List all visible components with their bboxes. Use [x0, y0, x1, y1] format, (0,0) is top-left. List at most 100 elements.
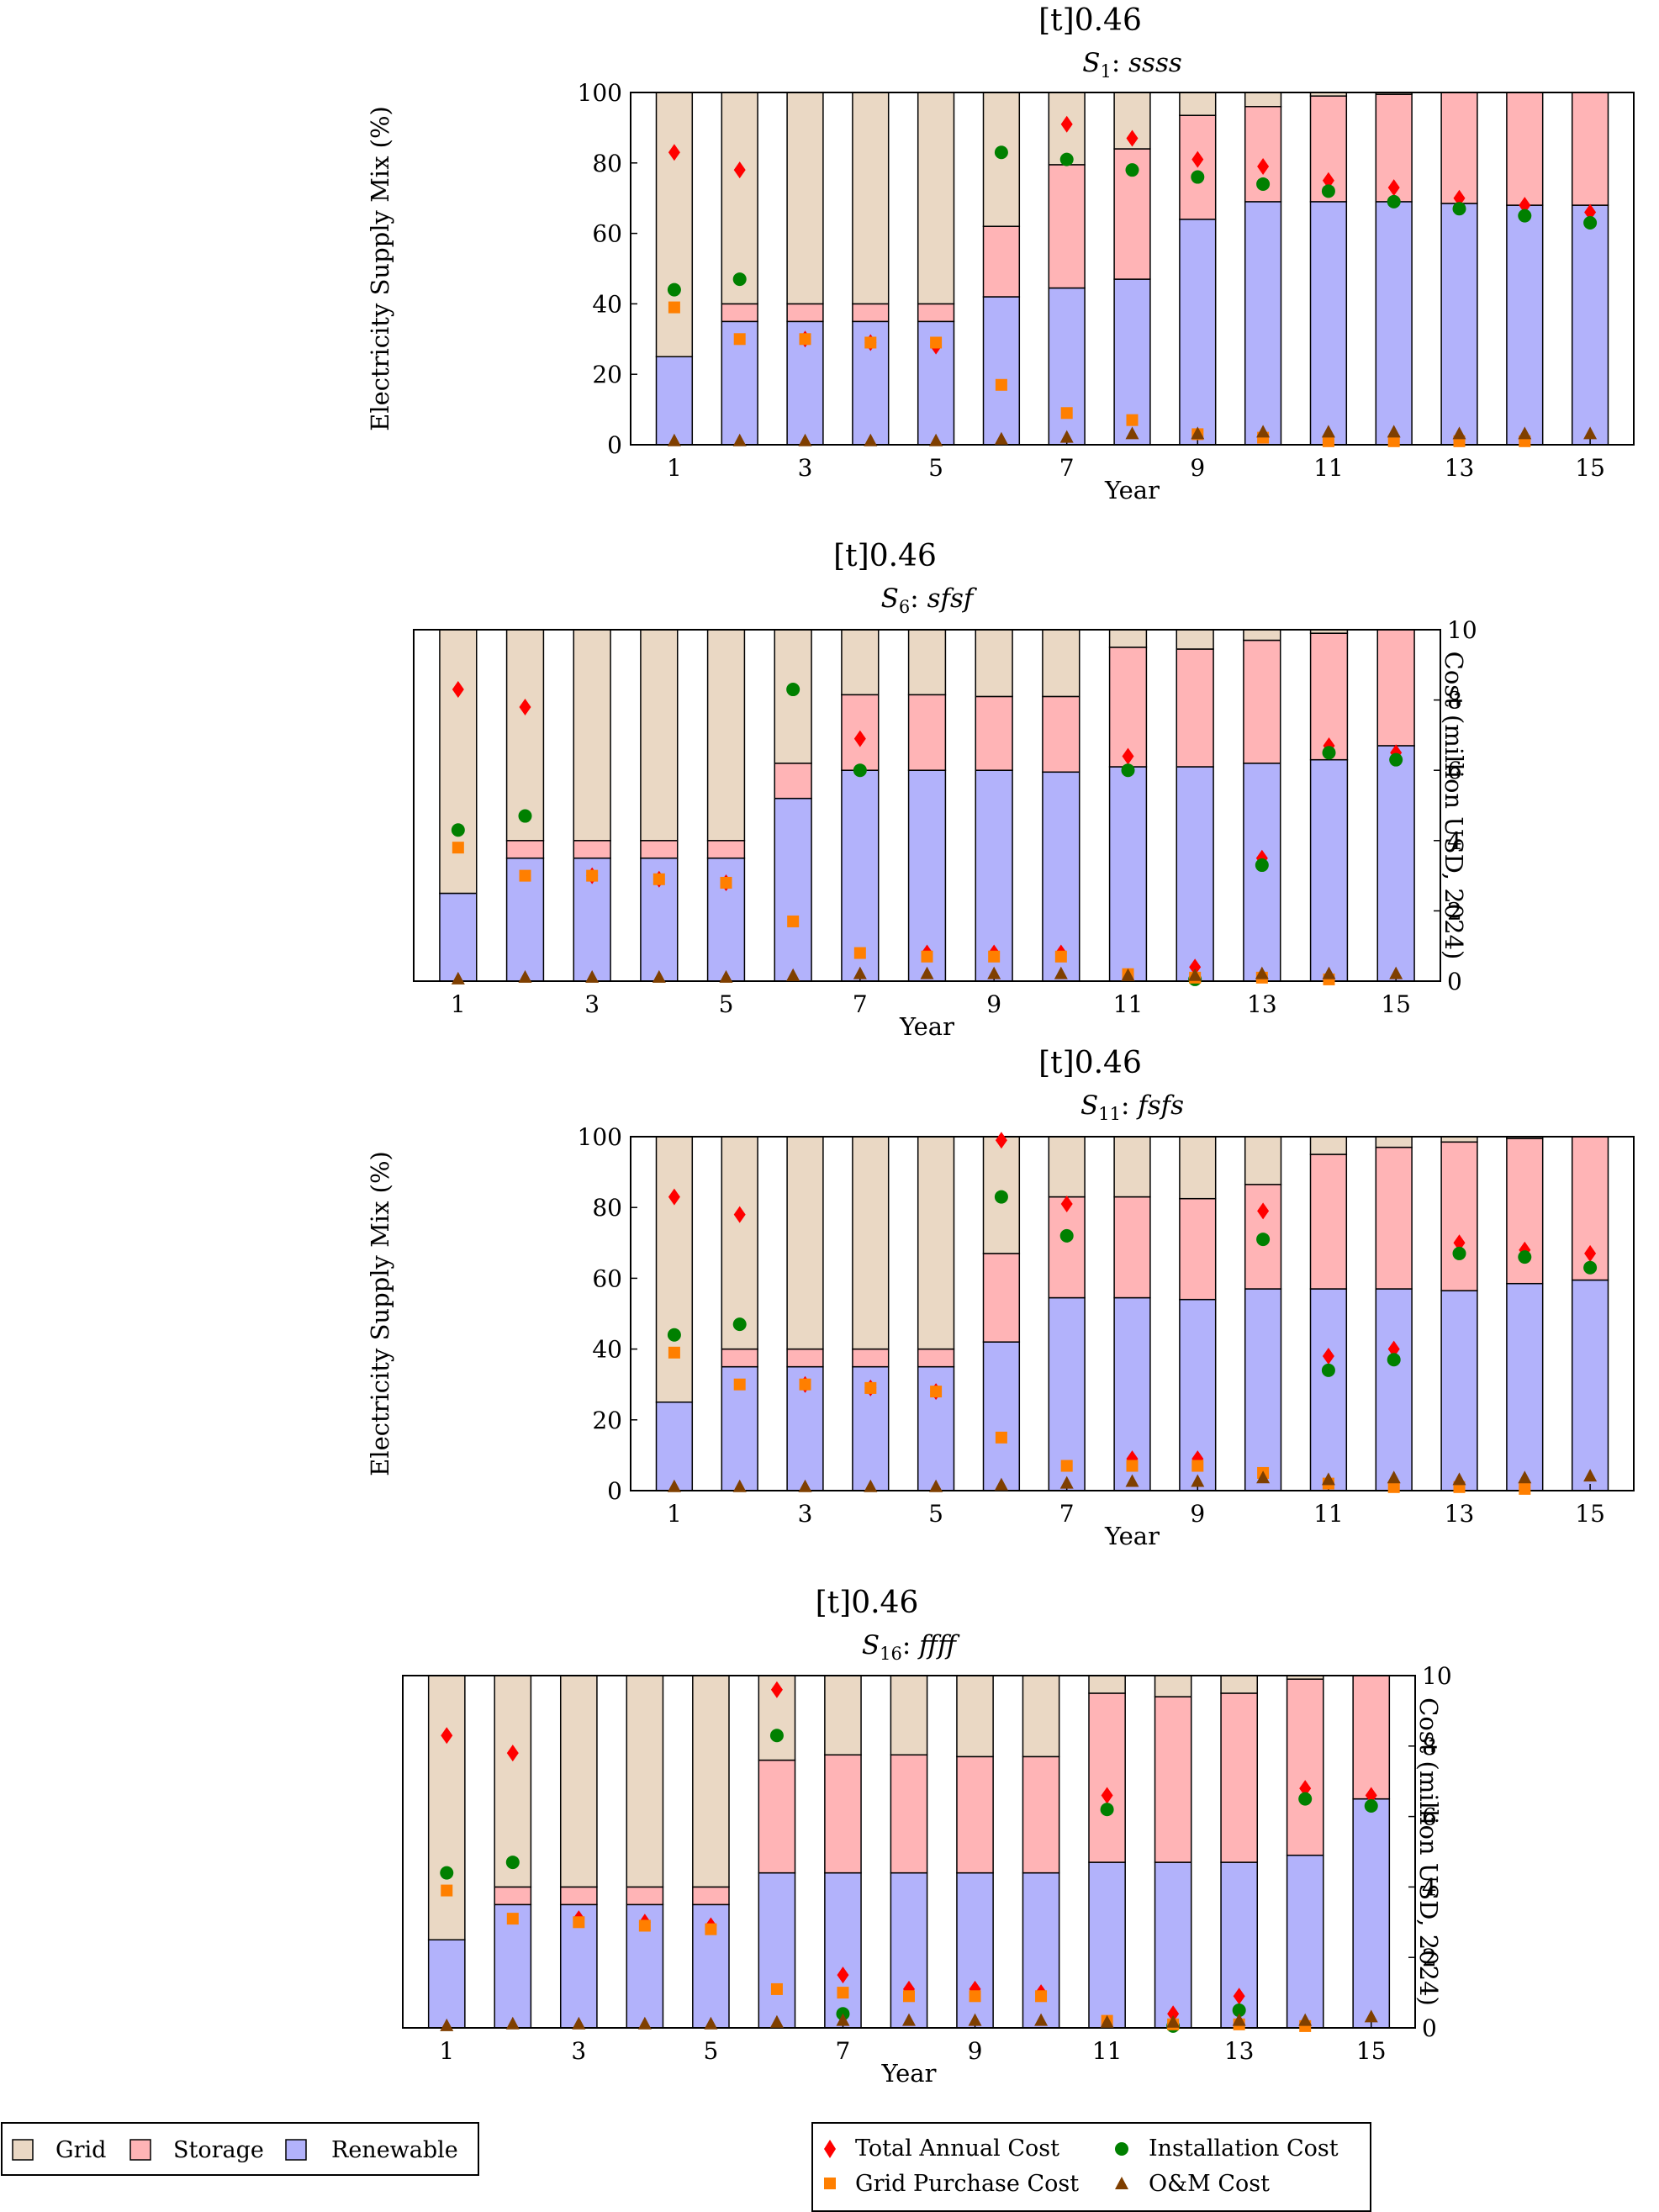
bar-grid-year-5: [917, 1136, 955, 1350]
bar-storage-year-5: [917, 303, 955, 323]
bar-renewable-year-1: [655, 356, 694, 446]
legend-label-storage: Storage: [173, 2137, 264, 2163]
marker-om-cost-year-9: [1191, 426, 1205, 440]
marker-om-cost-year-9: [968, 2013, 982, 2026]
legend-marker-grid-purchase-cost: [824, 2178, 836, 2189]
x-tick-label: 11: [1092, 2037, 1123, 2065]
bar-storage-year-4: [626, 1886, 664, 1906]
bar-storage-year-3: [786, 303, 824, 323]
x-axis-label: Year: [1104, 1522, 1160, 1550]
marker-total-annual-cost-year-12: [1167, 2005, 1180, 2023]
bar-grid-year-2: [505, 629, 545, 842]
x-tick-label: 11: [1313, 454, 1344, 482]
bar-renewable-year-7: [824, 1871, 862, 2029]
marker-om-cost-year-1: [667, 433, 681, 446]
legend-swatch-grid: [12, 2139, 34, 2161]
bar-storage-year-13: [1220, 1692, 1259, 1863]
marker-om-cost-year-13: [1452, 426, 1466, 440]
legend-marker-om-cost: [1115, 2177, 1128, 2189]
bar-storage-year-12: [1176, 648, 1214, 768]
marker-total-annual-cost-year-7: [837, 1967, 849, 1984]
marker-grid-purchase-cost-year-8: [1126, 414, 1139, 426]
marker-grid-purchase-cost-year-14: [1519, 1482, 1531, 1495]
bar-grid-year-7: [841, 629, 880, 696]
x-tick-label: 13: [1247, 990, 1277, 1018]
x-tick-label: 13: [1445, 1500, 1475, 1528]
marker-om-cost-year-7: [853, 966, 867, 979]
marker-om-cost-year-7: [836, 2013, 850, 2026]
marker-installation-cost-year-2: [518, 809, 532, 823]
marker-installation-cost-year-14: [1298, 1792, 1313, 1806]
bar-storage-year-9: [1179, 1197, 1217, 1301]
bar-renewable-year-12: [1375, 1288, 1413, 1491]
marker-om-cost-year-4: [652, 969, 666, 983]
marker-total-annual-cost-year-11: [1322, 1348, 1334, 1365]
marker-total-annual-cost-year-1: [668, 1188, 680, 1206]
bar-grid-year-4: [626, 1675, 664, 1888]
marker-installation-cost-year-6: [994, 1190, 1008, 1204]
marker-total-annual-cost-year-7: [1060, 1195, 1073, 1212]
marker-om-cost-year-4: [864, 1479, 878, 1492]
bar-grid-year-11: [1309, 1136, 1348, 1155]
bar-grid-year-5: [917, 92, 955, 305]
marker-om-cost-year-2: [518, 969, 532, 983]
bar-storage-year-10: [1042, 695, 1080, 773]
bar-storage-year-8: [1113, 1196, 1151, 1299]
bar-grid-year-3: [573, 629, 611, 842]
marker-grid-purchase-cost-year-7: [853, 947, 866, 959]
marker-installation-cost-year-1: [667, 1328, 681, 1342]
y-tick-label: 80: [592, 150, 622, 177]
marker-om-cost-year-15: [1364, 2009, 1378, 2023]
x-tick-label: 7: [1059, 454, 1075, 482]
bar-renewable-year-13: [1243, 763, 1281, 982]
marker-grid-purchase-cost-year-6: [995, 378, 1007, 391]
bar-renewable-year-11: [1108, 766, 1148, 982]
marker-om-cost-year-7: [1059, 1476, 1074, 1489]
bar-renewable-year-12: [1154, 1861, 1192, 2029]
bar-grid-year-12: [1375, 1136, 1413, 1148]
marker-grid-purchase-cost-year-5: [705, 1923, 717, 1935]
marker-installation-cost-year-15: [1583, 216, 1598, 230]
x-tick-label: 11: [1313, 1500, 1344, 1528]
marker-total-annual-cost-year-15: [1584, 1244, 1597, 1262]
bar-storage-year-2: [721, 1348, 758, 1368]
marker-grid-purchase-cost-year-12: [1387, 435, 1400, 447]
marker-grid-purchase-cost-year-6: [787, 915, 800, 927]
bar-storage-year-15: [1376, 629, 1415, 747]
bar-renewable-year-6: [758, 1871, 796, 2029]
bar-storage-year-11: [1108, 647, 1148, 768]
bar-renewable-year-6: [982, 296, 1021, 446]
x-tick-label: 9: [968, 2037, 983, 2065]
marker-grid-purchase-cost-year-3: [573, 1916, 585, 1929]
marker-grid-purchase-cost-year-2: [506, 1913, 519, 1925]
marker-total-annual-cost-year-2: [519, 698, 531, 715]
x-tick-label: 3: [798, 454, 813, 482]
y2-tick-label: 2: [1422, 1944, 1437, 1972]
marker-total-annual-cost-year-10: [1257, 157, 1270, 175]
bar-storage-year-12: [1154, 1696, 1192, 1863]
marker-om-cost-year-1: [451, 971, 465, 985]
bar-storage-year-6: [982, 1253, 1021, 1343]
x-tick-label: 11: [1113, 990, 1144, 1018]
marker-total-annual-cost-year-12: [1387, 1340, 1400, 1358]
bar-grid-year-5: [706, 629, 746, 842]
bar-grid-year-8: [890, 1675, 928, 1756]
bar-renewable-year-10: [1022, 1871, 1060, 2029]
marker-grid-purchase-cost-year-4: [864, 336, 877, 349]
bar-renewable-year-8: [890, 1871, 928, 2029]
y2-tick-label: 6: [1422, 1803, 1437, 1831]
marker-total-annual-cost-year-13: [1233, 1988, 1245, 2005]
legend-costs: Total Annual Cost Installation Cost Grid…: [811, 2122, 1371, 2212]
legend-swatch-storage: [129, 2139, 151, 2161]
bar-storage-year-13: [1243, 639, 1281, 764]
bar-renewable-year-1: [427, 1939, 466, 2029]
marker-om-cost-year-4: [637, 2016, 652, 2030]
marker-om-cost-year-7: [1059, 430, 1074, 443]
marker-om-cost-year-12: [1387, 1470, 1401, 1484]
marker-grid-purchase-cost-year-6: [995, 1431, 1007, 1444]
marker-installation-cost-year-14: [1518, 1250, 1532, 1264]
panel-caption: [t]0.46: [833, 539, 937, 573]
